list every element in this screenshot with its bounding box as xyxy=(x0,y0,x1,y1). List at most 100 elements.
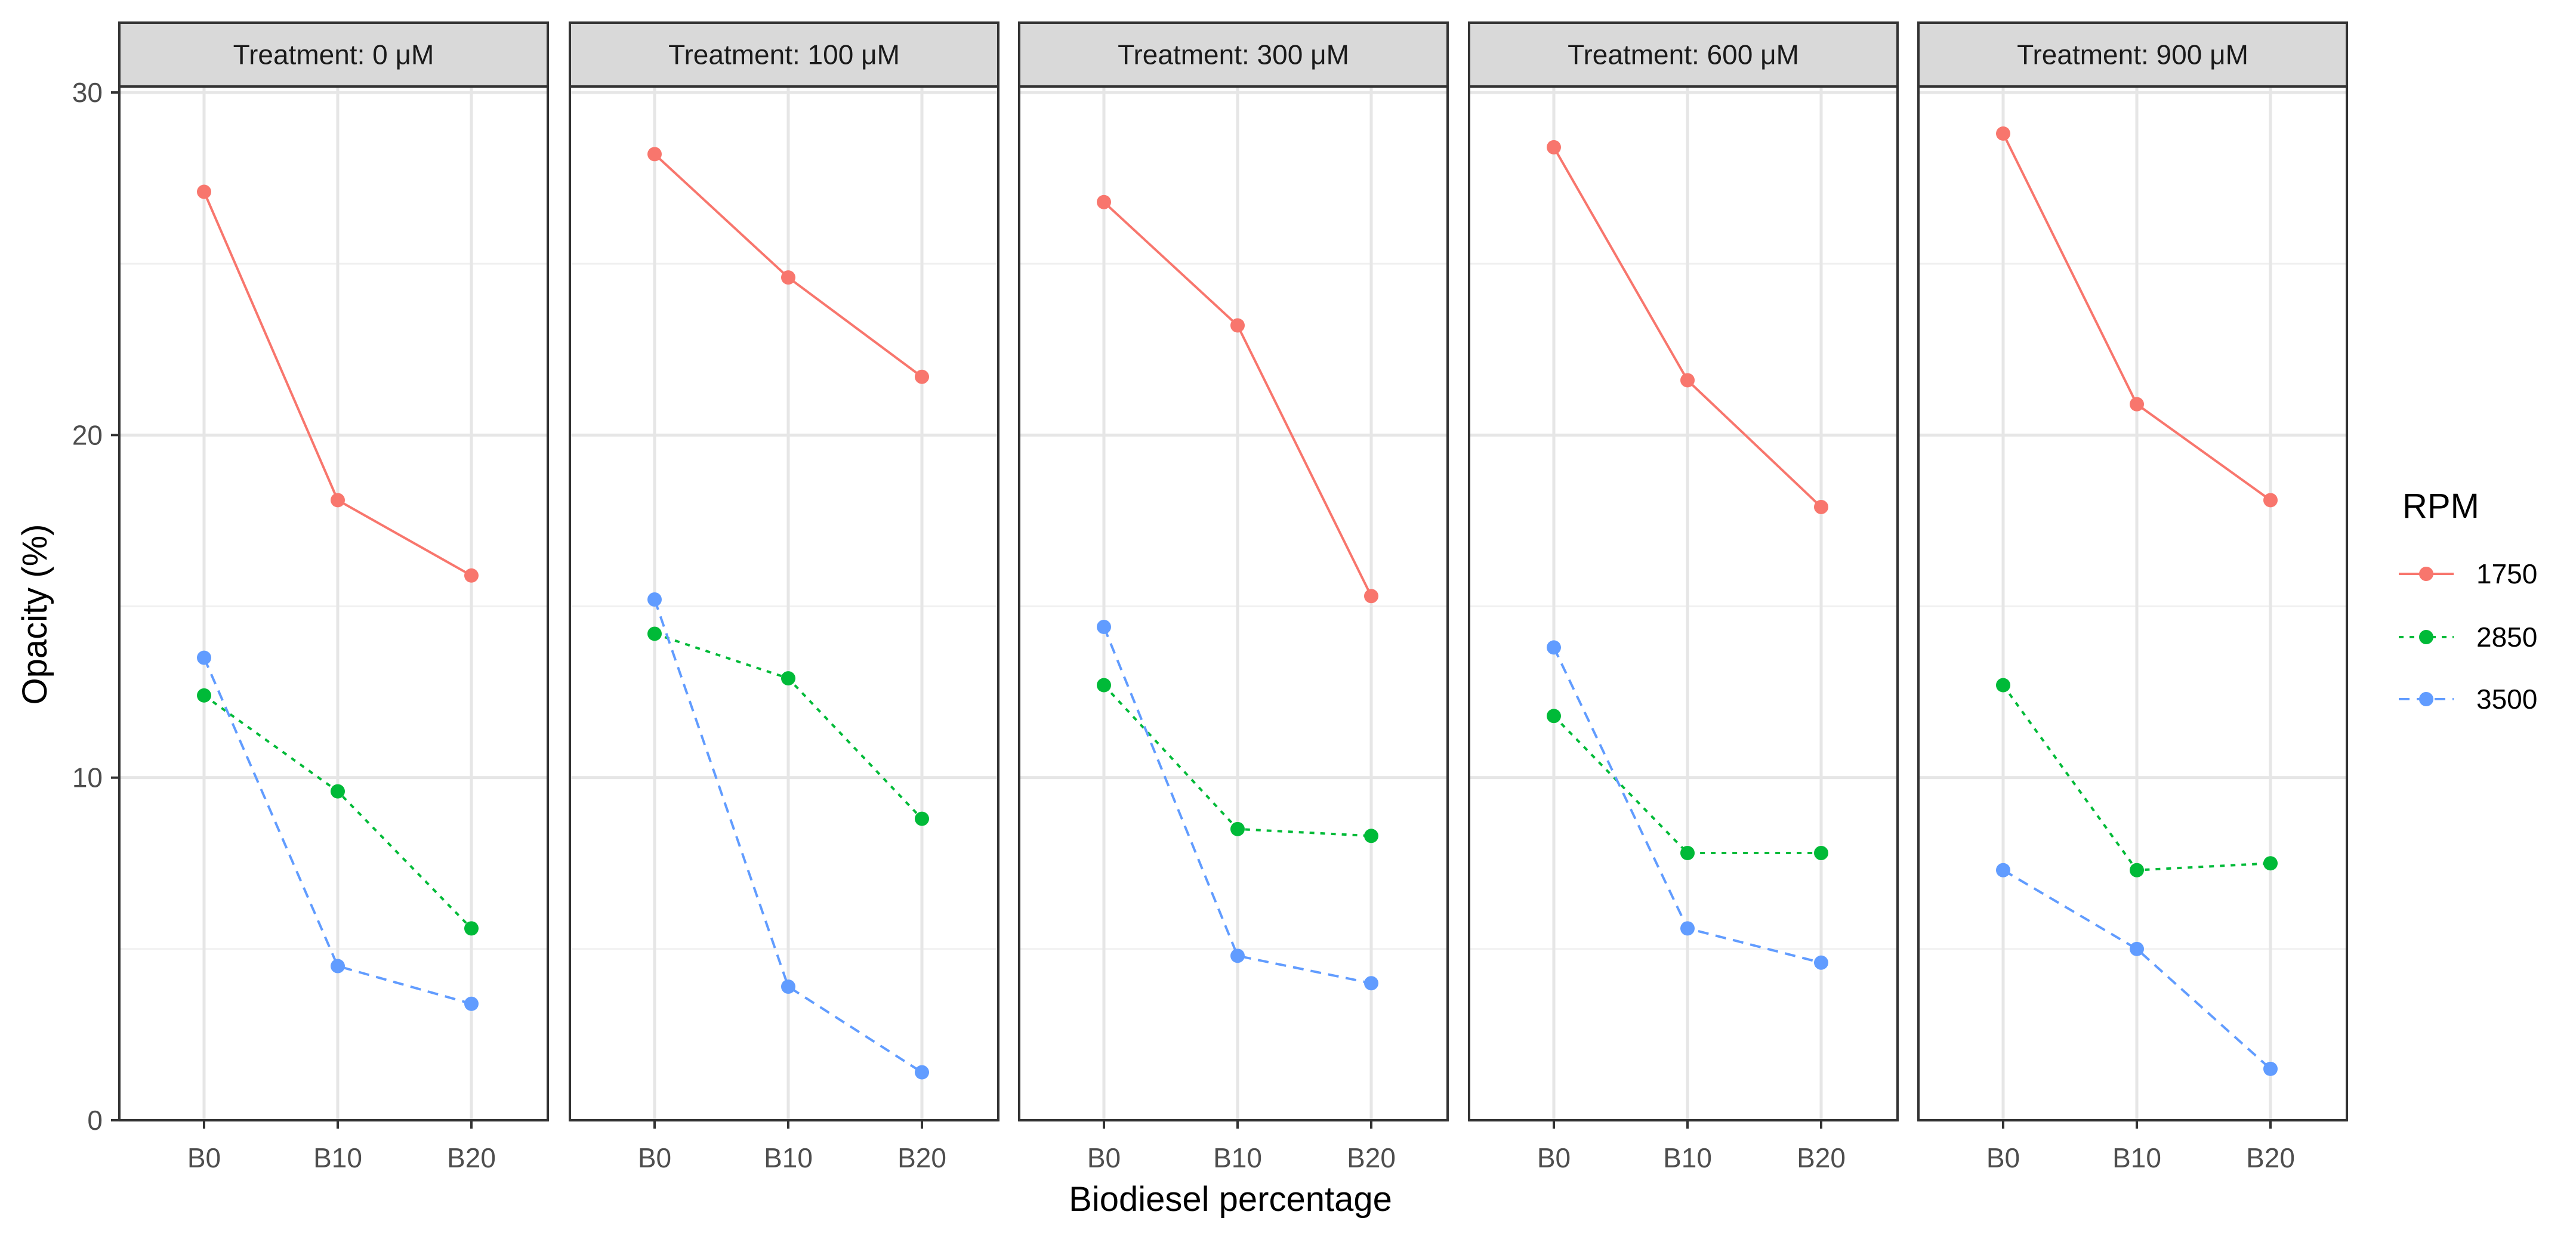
data-point-1750 xyxy=(1097,194,1111,209)
x-tick-label: B10 xyxy=(2112,1142,2161,1173)
data-point-1750 xyxy=(197,184,211,199)
x-tick-label: B20 xyxy=(1347,1142,1396,1173)
data-point-2850 xyxy=(197,688,211,703)
data-point-3500 xyxy=(1097,619,1111,634)
panel-background xyxy=(1918,86,2347,1120)
data-point-2850 xyxy=(2130,863,2144,877)
series-line-2850 xyxy=(1553,715,1821,855)
legend-title: RPM xyxy=(2402,487,2479,526)
data-point-3500 xyxy=(1996,863,2010,877)
facet-title: Treatment: 100 μM xyxy=(668,39,900,70)
x-tick-label: B10 xyxy=(313,1142,362,1173)
x-tick-label: B0 xyxy=(187,1142,221,1173)
facet-strip xyxy=(118,21,549,88)
facet-title: Treatment: 900 μM xyxy=(2017,39,2248,70)
data-point-3500 xyxy=(197,650,211,665)
data-point-2850 xyxy=(1364,829,1378,843)
x-axis-title: Biodiesel percentage xyxy=(1069,1180,1392,1219)
data-point-3500 xyxy=(1230,948,1245,963)
y-tick-label: 0 xyxy=(87,1105,103,1136)
facet-strip xyxy=(1468,21,1899,88)
facet-title: Treatment: 0 μM xyxy=(233,39,434,70)
x-tick-label: B0 xyxy=(1087,1142,1121,1173)
y-axis-title: Opacity (%) xyxy=(16,524,54,705)
data-point-2850 xyxy=(1547,709,1561,724)
y-tick-label: 10 xyxy=(72,762,103,793)
facet-panel: Treatment: 900 μM B0 B10 B20 xyxy=(1917,21,2348,1173)
data-point-2850 xyxy=(331,784,345,799)
data-point-2850 xyxy=(1097,678,1111,693)
legend-key-point xyxy=(2419,692,2433,706)
data-point-3500 xyxy=(1547,640,1561,655)
data-point-1750 xyxy=(781,270,795,285)
x-tick-label: B0 xyxy=(1986,1142,2020,1173)
x-tick-label: B0 xyxy=(1537,1142,1571,1173)
y-axis: 0 10 20 30 xyxy=(72,77,119,1136)
data-point-1750 xyxy=(1230,318,1245,333)
data-point-2850 xyxy=(2263,856,2278,871)
data-point-3500 xyxy=(1680,921,1695,936)
facet-strip xyxy=(569,21,999,88)
legend-key-point xyxy=(2419,630,2433,644)
data-point-1750 xyxy=(2263,493,2278,508)
data-point-3500 xyxy=(2263,1061,2278,1076)
data-point-2850 xyxy=(1814,846,1828,861)
data-point-3500 xyxy=(647,592,662,607)
data-point-2850 xyxy=(781,671,795,686)
legend-label: 1750 xyxy=(2476,558,2537,589)
data-point-3500 xyxy=(1364,976,1378,991)
legend-label: 3500 xyxy=(2476,684,2537,715)
data-point-3500 xyxy=(2130,941,2144,956)
data-point-1750 xyxy=(915,369,929,384)
facet-title: Treatment: 300 μM xyxy=(1118,39,1349,70)
x-tick-label: B0 xyxy=(638,1142,671,1173)
panel-background xyxy=(119,86,548,1120)
legend-key-point xyxy=(2419,567,2433,581)
panel-background xyxy=(1469,86,1898,1120)
data-point-1750 xyxy=(1680,373,1695,388)
y-tick-label: 30 xyxy=(72,77,103,108)
data-point-1750 xyxy=(1996,126,2010,141)
panel-background xyxy=(1019,86,1448,1120)
data-point-2850 xyxy=(915,811,929,826)
data-point-1750 xyxy=(1814,499,1828,514)
facet-panel: Treatment: 600 μM B0 B10 B20 xyxy=(1468,21,1899,1173)
data-point-1750 xyxy=(464,568,479,583)
legend-entry-3500: 3500 xyxy=(2399,684,2537,715)
legend-entry-1750: 1750 xyxy=(2399,558,2537,589)
x-tick-label: B20 xyxy=(2246,1142,2295,1173)
data-point-1750 xyxy=(1364,589,1378,604)
x-tick-label: B10 xyxy=(1663,1142,1712,1173)
data-point-1750 xyxy=(1547,140,1561,154)
data-point-2850 xyxy=(647,626,662,641)
data-point-3500 xyxy=(464,996,479,1011)
data-point-2850 xyxy=(1996,678,2010,693)
y-tick-label: 20 xyxy=(72,419,103,450)
x-tick-label: B10 xyxy=(1213,1142,1262,1173)
panel-background xyxy=(570,86,998,1120)
x-tick-label: B10 xyxy=(764,1142,813,1173)
x-tick-label: B20 xyxy=(447,1142,496,1173)
facet-strip xyxy=(1917,21,2348,88)
facet-strip xyxy=(1018,21,1449,88)
data-point-3500 xyxy=(1814,955,1828,970)
series-line-3500 xyxy=(203,657,472,1005)
facet-panel: Treatment: 300 μM B0 B10 B20 xyxy=(1018,21,1449,1173)
data-point-2850 xyxy=(464,921,479,936)
series-line-3500 xyxy=(2002,869,2272,1070)
data-point-1750 xyxy=(331,493,345,508)
data-point-1750 xyxy=(647,147,662,162)
legend: RPM 1750 2850 3500 xyxy=(2399,487,2537,715)
data-point-2850 xyxy=(1680,846,1695,861)
x-tick-label: B20 xyxy=(1797,1142,1846,1173)
facet-panel: Treatment: 0 μM B0 B10 B20 xyxy=(118,21,549,1173)
data-point-1750 xyxy=(2130,397,2144,412)
data-point-3500 xyxy=(781,979,795,994)
legend-entry-2850: 2850 xyxy=(2399,622,2537,653)
data-point-3500 xyxy=(915,1065,929,1080)
facet-title: Treatment: 600 μM xyxy=(1568,39,1799,70)
data-point-2850 xyxy=(1230,821,1245,836)
facet-panel: Treatment: 100 μM B0 B10 B20 xyxy=(569,21,999,1173)
x-tick-label: B20 xyxy=(897,1142,946,1173)
